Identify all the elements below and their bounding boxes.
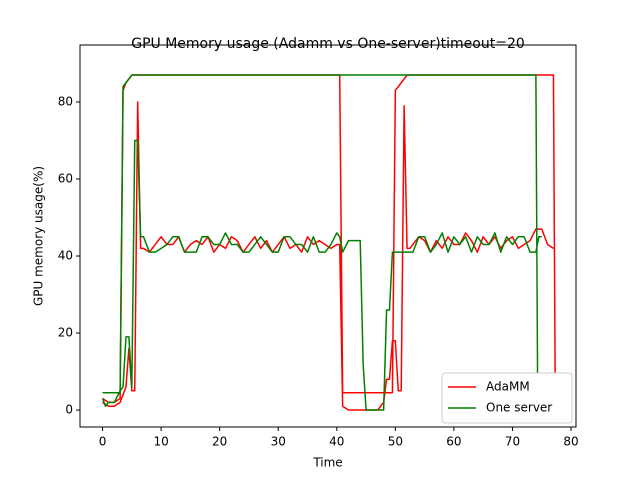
plot-frame [79, 44, 577, 428]
x-tick-label: 40 [329, 435, 344, 449]
data-line [101, 74, 542, 411]
legend-label: AdaMM [486, 380, 530, 394]
x-tick-label: 50 [388, 435, 403, 449]
x-tick-label: 20 [212, 435, 227, 449]
x-axis-label: Time [312, 456, 342, 470]
y-tick-label: 40 [58, 249, 73, 263]
y-tick-label: 80 [58, 94, 73, 108]
legend-label: One server [486, 401, 552, 415]
x-tick-label: 0 [99, 435, 107, 449]
y-tick-label: 60 [58, 172, 73, 186]
x-tick-label: 80 [563, 435, 578, 449]
x-tick-label: 60 [446, 435, 461, 449]
chart-title: GPU Memory usage (Adamm vs One-server)ti… [131, 36, 525, 52]
y-axis-label: GPU memory usage(%) [32, 166, 46, 306]
y-tick-label: 20 [58, 326, 73, 340]
x-tick-label: 70 [505, 435, 520, 449]
x-tick-label: 30 [271, 435, 286, 449]
x-tick-label: 10 [153, 435, 168, 449]
y-tick-label: 0 [65, 403, 73, 417]
legend-box [441, 372, 573, 424]
